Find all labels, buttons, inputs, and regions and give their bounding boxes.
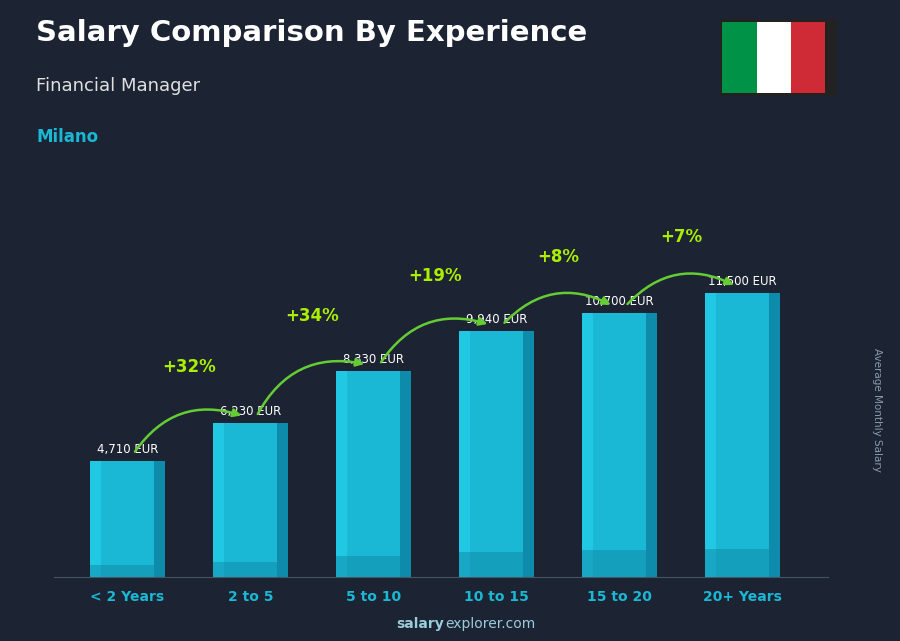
Bar	[757, 22, 791, 93]
Polygon shape	[705, 549, 769, 577]
Polygon shape	[459, 331, 471, 577]
Text: salary: salary	[396, 617, 444, 631]
Polygon shape	[212, 562, 276, 577]
Polygon shape	[582, 313, 646, 577]
Polygon shape	[212, 423, 224, 577]
Polygon shape	[582, 313, 593, 577]
Text: Financial Manager: Financial Manager	[36, 77, 200, 95]
Text: +8%: +8%	[537, 248, 579, 266]
Polygon shape	[336, 556, 400, 577]
Text: 10,700 EUR: 10,700 EUR	[585, 295, 653, 308]
Polygon shape	[336, 371, 347, 577]
Polygon shape	[90, 565, 154, 577]
Text: +19%: +19%	[408, 267, 462, 285]
Polygon shape	[336, 371, 400, 577]
Polygon shape	[646, 313, 657, 577]
Text: +34%: +34%	[285, 306, 338, 324]
Bar	[791, 22, 825, 93]
Polygon shape	[400, 371, 411, 577]
Polygon shape	[90, 461, 154, 577]
Polygon shape	[705, 293, 769, 577]
Polygon shape	[459, 331, 523, 577]
Polygon shape	[523, 331, 534, 577]
Polygon shape	[459, 553, 523, 577]
Text: 11,500 EUR: 11,500 EUR	[708, 275, 777, 288]
Polygon shape	[769, 293, 780, 577]
Polygon shape	[154, 461, 165, 577]
Text: 9,940 EUR: 9,940 EUR	[465, 313, 527, 326]
Text: 6,230 EUR: 6,230 EUR	[220, 405, 281, 418]
Polygon shape	[90, 461, 101, 577]
Text: Salary Comparison By Experience: Salary Comparison By Experience	[36, 19, 587, 47]
Polygon shape	[276, 423, 288, 577]
Text: explorer.com: explorer.com	[446, 617, 536, 631]
Polygon shape	[582, 551, 646, 577]
Polygon shape	[705, 293, 716, 577]
Text: +7%: +7%	[660, 228, 702, 246]
Text: +32%: +32%	[162, 358, 216, 376]
Text: 8,330 EUR: 8,330 EUR	[343, 353, 404, 366]
Text: Milano: Milano	[36, 128, 98, 146]
Bar	[723, 22, 757, 93]
Polygon shape	[212, 423, 276, 577]
Text: Average Monthly Salary: Average Monthly Salary	[872, 348, 883, 472]
Text: 4,710 EUR: 4,710 EUR	[96, 442, 158, 456]
